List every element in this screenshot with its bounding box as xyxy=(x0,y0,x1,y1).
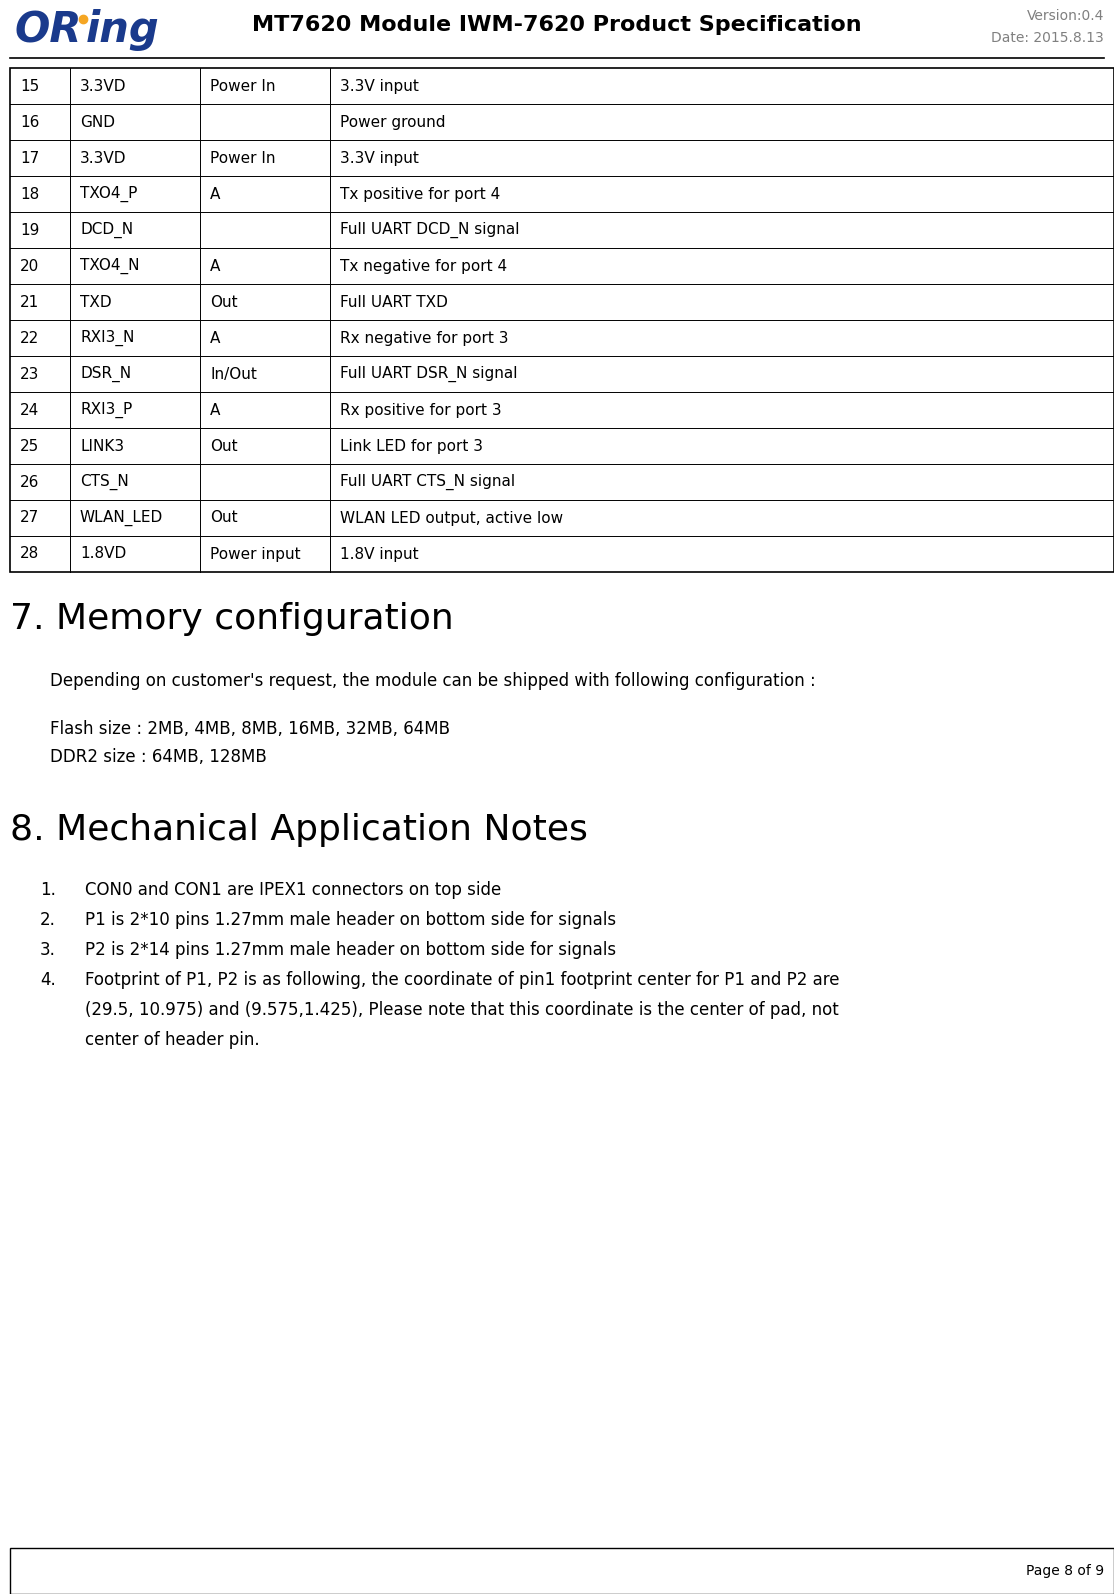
Text: WLAN_LED: WLAN_LED xyxy=(80,510,164,526)
Text: Out: Out xyxy=(211,438,237,454)
Text: Version:0.4: Version:0.4 xyxy=(1027,10,1104,22)
Text: Full UART DCD_N signal: Full UART DCD_N signal xyxy=(340,222,519,238)
Text: 24: 24 xyxy=(20,403,39,418)
Text: CTS_N: CTS_N xyxy=(80,473,129,489)
Text: 1.8V input: 1.8V input xyxy=(340,547,419,561)
Text: RXI3_P: RXI3_P xyxy=(80,402,133,418)
Text: Power In: Power In xyxy=(211,78,275,94)
Text: 23: 23 xyxy=(20,367,39,381)
Text: WLAN LED output, active low: WLAN LED output, active low xyxy=(340,510,563,526)
Text: 1.: 1. xyxy=(40,881,56,899)
Text: Tx negative for port 4: Tx negative for port 4 xyxy=(340,258,507,274)
Text: 20: 20 xyxy=(20,258,39,274)
Text: Rx positive for port 3: Rx positive for port 3 xyxy=(340,403,501,418)
Text: A: A xyxy=(211,403,221,418)
Text: CON0 and CON1 are IPEX1 connectors on top side: CON0 and CON1 are IPEX1 connectors on to… xyxy=(85,881,501,899)
Text: DDR2 size : 64MB, 128MB: DDR2 size : 64MB, 128MB xyxy=(50,748,266,767)
Text: 3.3VD: 3.3VD xyxy=(80,78,127,94)
Text: A: A xyxy=(211,186,221,201)
Text: TXO4_N: TXO4_N xyxy=(80,258,139,274)
Text: A: A xyxy=(211,330,221,346)
Text: (29.5, 10.975) and (9.575,1.425), Please note that this coordinate is the center: (29.5, 10.975) and (9.575,1.425), Please… xyxy=(85,1001,839,1019)
Text: 4.: 4. xyxy=(40,971,56,988)
Text: 26: 26 xyxy=(20,475,39,489)
Text: 7. Memory configuration: 7. Memory configuration xyxy=(10,603,453,636)
Text: Full UART CTS_N signal: Full UART CTS_N signal xyxy=(340,473,515,489)
Text: Depending on customer's request, the module can be shipped with following config: Depending on customer's request, the mod… xyxy=(50,673,815,690)
Text: 28: 28 xyxy=(20,547,39,561)
Text: 15: 15 xyxy=(20,78,39,94)
Text: 1.8VD: 1.8VD xyxy=(80,547,126,561)
Bar xyxy=(10,69,1114,572)
Text: Power input: Power input xyxy=(211,547,301,561)
Text: Out: Out xyxy=(211,295,237,309)
Text: 3.3V input: 3.3V input xyxy=(340,150,419,166)
Text: Footprint of P1, P2 is as following, the coordinate of pin1 footprint center for: Footprint of P1, P2 is as following, the… xyxy=(85,971,840,988)
Text: DSR_N: DSR_N xyxy=(80,367,131,383)
Text: 22: 22 xyxy=(20,330,39,346)
Text: 16: 16 xyxy=(20,115,39,129)
Text: 3.3V input: 3.3V input xyxy=(340,78,419,94)
Text: 27: 27 xyxy=(20,510,39,526)
Text: Full UART DSR_N signal: Full UART DSR_N signal xyxy=(340,367,518,383)
Text: TXD: TXD xyxy=(80,295,111,309)
Text: 2.: 2. xyxy=(40,912,56,929)
Text: 3.: 3. xyxy=(40,940,56,960)
Text: P2 is 2*14 pins 1.27mm male header on bottom side for signals: P2 is 2*14 pins 1.27mm male header on bo… xyxy=(85,940,616,960)
Text: Out: Out xyxy=(211,510,237,526)
Text: 19: 19 xyxy=(20,223,39,238)
Text: MT7620 Module IWM-7620 Product Specification: MT7620 Module IWM-7620 Product Specifica… xyxy=(252,14,862,35)
Text: 8. Mechanical Application Notes: 8. Mechanical Application Notes xyxy=(10,813,588,846)
Text: Power ground: Power ground xyxy=(340,115,446,129)
Text: 25: 25 xyxy=(20,438,39,454)
Text: TXO4_P: TXO4_P xyxy=(80,186,137,202)
Text: OR: OR xyxy=(14,10,82,51)
Text: Date: 2015.8.13: Date: 2015.8.13 xyxy=(991,30,1104,45)
Text: center of header pin.: center of header pin. xyxy=(85,1031,260,1049)
Text: Tx positive for port 4: Tx positive for port 4 xyxy=(340,186,500,201)
Text: Link LED for port 3: Link LED for port 3 xyxy=(340,438,483,454)
Text: In/Out: In/Out xyxy=(211,367,257,381)
Text: Rx negative for port 3: Rx negative for port 3 xyxy=(340,330,508,346)
Text: 21: 21 xyxy=(20,295,39,309)
Text: 3.3VD: 3.3VD xyxy=(80,150,127,166)
Text: RXI3_N: RXI3_N xyxy=(80,330,135,346)
Bar xyxy=(10,1548,1114,1594)
Text: GND: GND xyxy=(80,115,115,129)
Text: LINK3: LINK3 xyxy=(80,438,124,454)
Text: Full UART TXD: Full UART TXD xyxy=(340,295,448,309)
Text: Flash size : 2MB, 4MB, 8MB, 16MB, 32MB, 64MB: Flash size : 2MB, 4MB, 8MB, 16MB, 32MB, … xyxy=(50,720,450,738)
Text: ing: ing xyxy=(86,10,159,51)
Text: P1 is 2*10 pins 1.27mm male header on bottom side for signals: P1 is 2*10 pins 1.27mm male header on bo… xyxy=(85,912,616,929)
Text: DCD_N: DCD_N xyxy=(80,222,134,238)
Text: 17: 17 xyxy=(20,150,39,166)
Text: A: A xyxy=(211,258,221,274)
Text: Page 8 of 9: Page 8 of 9 xyxy=(1026,1564,1104,1578)
Text: Power In: Power In xyxy=(211,150,275,166)
Text: 18: 18 xyxy=(20,186,39,201)
